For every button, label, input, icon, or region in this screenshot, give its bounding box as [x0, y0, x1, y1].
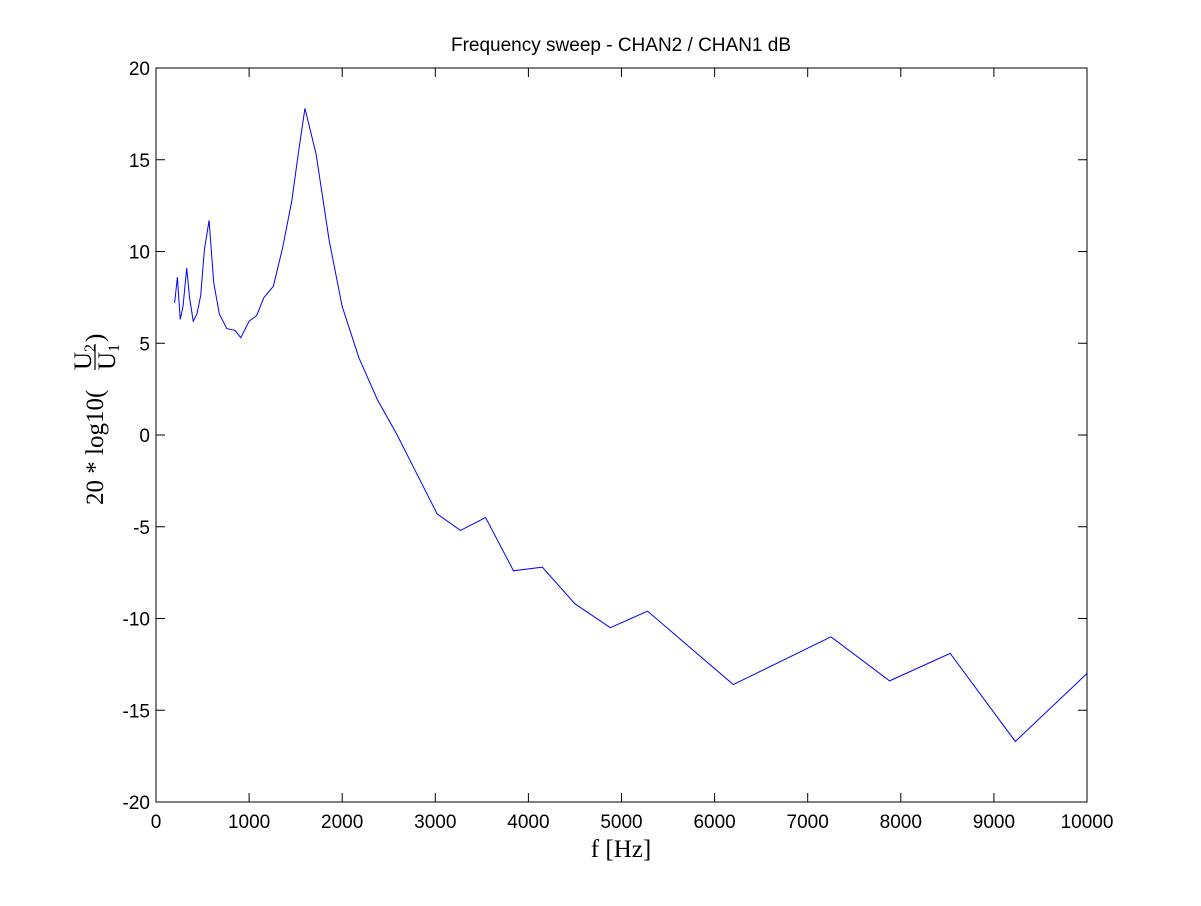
data-point: [256, 315, 257, 316]
data-point: [304, 108, 305, 109]
data-point: [273, 286, 274, 287]
data-point: [182, 306, 183, 307]
data-point: [174, 302, 175, 303]
x-tick-labels: 0 1000 2000 3000 4000 5000 6000 7000 8000 9000 100…: [151, 812, 1114, 833]
x-tick-label: 5000: [600, 812, 642, 833]
y-tick-label: 0: [139, 426, 150, 447]
data-point: [316, 154, 317, 155]
x-tick-label: 7000: [787, 812, 829, 833]
x-tick-label: 8000: [880, 812, 922, 833]
data-point: [204, 249, 205, 250]
data-point: [437, 513, 438, 514]
data-point: [377, 400, 378, 401]
data-point: [396, 433, 397, 434]
y-tick-label: 10: [129, 243, 150, 264]
y-tick-label: -5: [133, 518, 150, 539]
data-point: [647, 611, 648, 612]
data-point: [416, 473, 417, 474]
data-point: [193, 321, 194, 322]
y-axis-label-denominator: U1: [94, 344, 123, 370]
data-point: [460, 530, 461, 531]
data-point: [200, 295, 201, 296]
x-tick-label: 10000: [1061, 812, 1114, 833]
y-axis-label-prefix: 20 * log10(: [82, 390, 109, 505]
x-tick-label: 1000: [228, 812, 270, 833]
data-point: [329, 240, 330, 241]
data-point: [282, 247, 283, 248]
data-point: [263, 297, 264, 298]
y-tick-labels: -20 -15 -10 -5 0 5 10 15 20: [123, 59, 150, 814]
data-point: [485, 517, 486, 518]
y-axis-label: 20 * log10( U2 U1 ): [70, 334, 123, 505]
data-point: [177, 277, 178, 278]
data-point: [298, 152, 299, 153]
data-point: [1015, 741, 1016, 742]
data-point: [186, 267, 187, 268]
x-tick-label: 6000: [693, 812, 735, 833]
data-point: [610, 627, 611, 628]
data-point: [733, 684, 734, 685]
data-point: [358, 357, 359, 358]
data-point: [889, 680, 890, 681]
x-tick-label: 9000: [973, 812, 1015, 833]
data-point: [249, 321, 250, 322]
data-point: [513, 570, 514, 571]
series-line: [174, 108, 1088, 743]
data-point: [226, 328, 227, 329]
data-point: [235, 330, 236, 331]
y-tick-label: 5: [139, 334, 150, 355]
x-tick-label: 3000: [414, 812, 456, 833]
x-tick-label: 4000: [507, 812, 549, 833]
y-axis-label-numerator: U2: [70, 344, 99, 370]
data-point: [291, 200, 292, 201]
data-point: [213, 282, 214, 283]
data-point: [542, 567, 543, 568]
data-point: [196, 313, 197, 314]
data-point: [208, 220, 209, 221]
data-point: [189, 297, 190, 298]
y-tick-label: -10: [123, 610, 150, 631]
y-tick-label: 15: [129, 151, 150, 172]
plot-area: [156, 68, 1087, 802]
x-tick-label: 2000: [321, 812, 363, 833]
data-point: [342, 306, 343, 307]
data-point: [950, 653, 951, 654]
x-axis-label: f [Hz]: [591, 836, 651, 863]
plot-frame: [155, 67, 1088, 803]
chart-title: Frequency sweep - CHAN2 / CHAN1 dB: [451, 35, 791, 56]
data-point: [830, 636, 831, 637]
y-axis-label-suffix: ): [82, 334, 109, 342]
data-point: [240, 337, 241, 338]
y-tick-label: 20: [129, 59, 150, 80]
data-point: [180, 319, 181, 320]
data-point: [219, 313, 220, 314]
y-tick-label: -15: [123, 701, 150, 722]
y-tick-label: -20: [123, 793, 150, 814]
data-point: [574, 603, 575, 604]
x-tick-label: 0: [151, 812, 162, 833]
